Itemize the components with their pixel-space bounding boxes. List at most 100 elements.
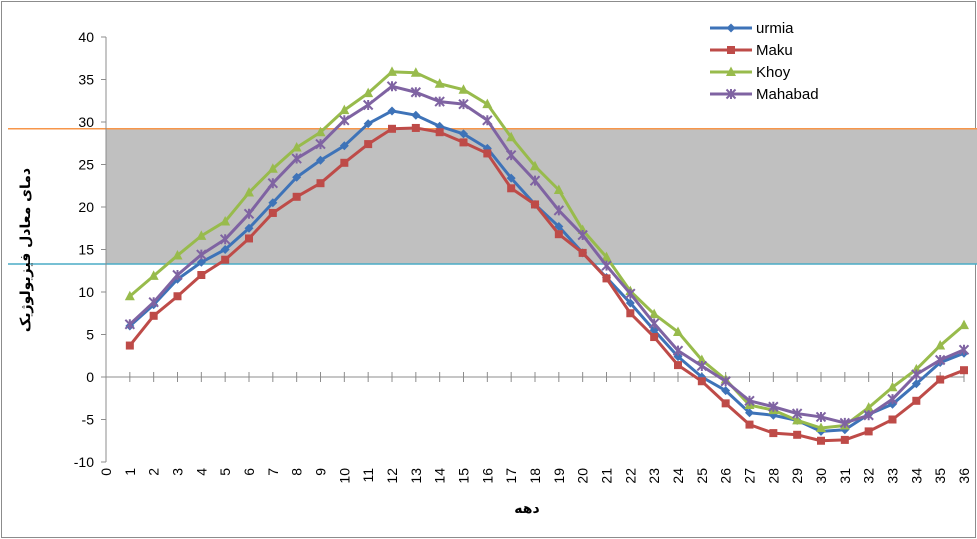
data-point — [291, 142, 302, 152]
data-point — [339, 141, 349, 151]
x-tick-label: 18 — [527, 468, 543, 484]
data-point — [673, 352, 683, 362]
data-point — [340, 158, 349, 167]
data-point — [863, 410, 874, 421]
data-point — [292, 192, 301, 201]
data-point — [911, 379, 921, 389]
data-point — [410, 87, 422, 98]
data-point — [220, 215, 231, 226]
data-point — [410, 67, 421, 77]
data-point — [196, 230, 207, 240]
data-point — [505, 149, 517, 161]
data-point — [817, 436, 825, 445]
x-tick-label: 20 — [575, 468, 591, 484]
x-tick-label: 4 — [193, 468, 209, 476]
data-point — [530, 160, 540, 171]
data-point — [267, 177, 279, 189]
y-tick-label: 35 — [78, 72, 94, 88]
data-point — [244, 187, 254, 197]
data-point — [149, 311, 158, 320]
data-point — [339, 104, 350, 115]
data-point — [148, 296, 159, 308]
x-tick-label: 22 — [622, 468, 638, 484]
data-point — [507, 184, 516, 193]
data-point — [364, 140, 373, 149]
legend-swatch-marker — [726, 23, 736, 33]
x-tick-label: 9 — [313, 468, 329, 476]
x-tick-label: 3 — [170, 468, 186, 476]
legend-label: Mahabad — [756, 86, 819, 103]
data-point — [745, 420, 754, 429]
x-tick-label: 32 — [861, 468, 877, 484]
data-point — [554, 222, 564, 232]
data-point — [648, 318, 660, 329]
data-point — [697, 377, 706, 386]
data-point — [816, 422, 826, 432]
x-tick-label: 24 — [670, 468, 686, 484]
data-point — [625, 298, 635, 308]
data-point — [577, 229, 588, 241]
data-point — [791, 408, 803, 419]
x-tick-label: 19 — [551, 468, 567, 484]
data-point — [506, 173, 516, 183]
data-point — [124, 290, 135, 301]
data-point — [887, 381, 898, 392]
x-tick-label: 35 — [932, 468, 948, 484]
data-point — [958, 344, 970, 356]
data-point — [245, 234, 253, 243]
legend: urmia Maku Khoy Mahabad — [710, 20, 819, 103]
data-point — [553, 184, 564, 194]
data-point — [815, 411, 827, 423]
data-point — [529, 175, 541, 186]
data-point — [839, 417, 851, 429]
x-tick-label: 28 — [765, 468, 781, 484]
y-tick-label: 20 — [78, 199, 94, 215]
data-point — [674, 361, 682, 370]
series-layer — [124, 66, 970, 445]
data-point — [745, 408, 754, 418]
legend-item-mahabad: Mahabad — [710, 86, 819, 103]
y-tick-label: 10 — [78, 284, 94, 300]
data-point — [434, 78, 445, 88]
data-point — [387, 106, 397, 116]
data-point — [459, 129, 468, 139]
data-point — [148, 270, 159, 280]
x-tick-label: 36 — [956, 468, 972, 484]
y-tick-label: 15 — [78, 242, 94, 258]
data-point — [601, 260, 612, 271]
data-point — [339, 115, 350, 126]
data-point — [315, 138, 326, 150]
x-tick-label: 13 — [408, 468, 424, 484]
data-point — [553, 205, 565, 216]
y-tick-label: -5 — [82, 412, 95, 428]
data-point — [531, 200, 539, 209]
comfort-band — [106, 128, 977, 264]
y-tick-label: 30 — [78, 114, 94, 130]
data-point — [386, 81, 398, 92]
series-line-mahabad — [128, 84, 965, 425]
legend-item-urmia: urmia — [710, 20, 794, 37]
x-tick-label: 23 — [646, 468, 662, 484]
data-point — [720, 376, 731, 387]
data-point — [172, 249, 183, 260]
legend-swatch-marker — [725, 88, 737, 100]
comfort-band-layer — [8, 128, 977, 265]
x-tick-label: 11 — [360, 468, 376, 483]
data-point — [458, 98, 469, 110]
data-point — [506, 131, 517, 142]
data-point — [244, 223, 254, 233]
data-point — [243, 208, 255, 220]
legend-label: urmia — [756, 20, 794, 37]
data-point — [601, 251, 612, 262]
data-point — [721, 386, 731, 396]
x-tick-label: 14 — [432, 468, 448, 484]
x-tick-label: 21 — [599, 468, 615, 484]
data-point — [459, 138, 468, 147]
series-mahabad — [124, 81, 970, 429]
data-point — [388, 124, 396, 133]
x-tick-label: 10 — [336, 468, 352, 484]
data-point — [864, 427, 873, 436]
x-tick-label: 30 — [813, 468, 829, 484]
